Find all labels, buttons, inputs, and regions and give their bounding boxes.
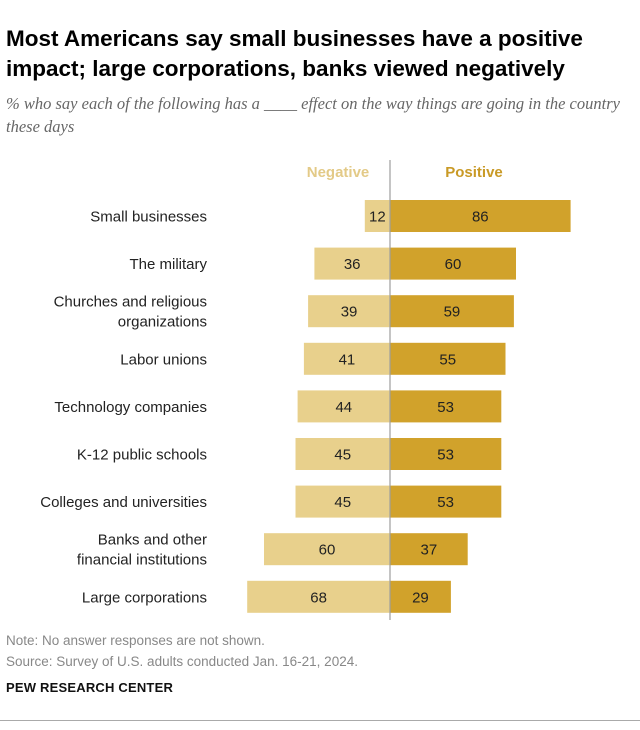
bar-negative [264,533,390,566]
data-label-positive: 59 [444,304,461,321]
bar-positive [390,438,502,470]
bar-positive [390,200,571,232]
bar-positive [390,342,506,375]
data-label-positive: 53 [437,399,454,416]
category-label: Small businesses [90,209,207,226]
data-label-negative: 36 [344,256,361,273]
category-label: Banks and other [98,532,207,549]
bar-negative [303,342,390,375]
data-label-negative: 12 [369,209,386,226]
data-label-positive: 55 [439,351,456,368]
data-label-positive: 53 [437,494,454,511]
data-label-negative: 45 [334,447,351,464]
category-label: Technology companies [54,399,207,416]
bar-negative [314,247,390,280]
category-label: K-12 public schools [77,447,207,464]
data-label-negative: 45 [334,494,351,511]
data-label-positive: 53 [437,447,454,464]
chart-title: Most Americans say small businesses have… [6,26,583,81]
category-label: Churches and religious [54,294,207,311]
data-label-negative: 39 [341,304,358,321]
bar-positive [390,485,502,518]
bar-positive [390,247,516,280]
category-label: The military [129,256,207,273]
data-label-positive: 37 [421,542,438,559]
data-label-positive: 29 [412,589,429,606]
category-label: Labor unions [120,351,207,368]
bar-negative [364,200,390,232]
bar-positive [390,390,502,423]
bar-negative [247,580,390,613]
data-label-negative: 44 [335,399,352,416]
bar-positive [390,533,468,566]
data-label-negative: 68 [310,589,327,606]
bar-positive [390,295,514,328]
legend-positive: Positive [445,164,503,181]
footnote: Note: No answer responses are not shown.… [6,630,358,672]
bottom-divider [0,720,640,721]
bar-negative [295,485,390,518]
source-text: Source: Survey of U.S. adults conducted … [6,654,358,669]
data-label-negative: 60 [319,542,336,559]
brand-logo-text: PEW RESEARCH CENTER [6,680,174,695]
data-label-positive: 60 [445,256,462,273]
bar-negative [297,390,390,423]
data-label-negative: 41 [339,351,356,368]
category-label: Colleges and universities [40,494,207,511]
bar-negative [295,438,390,470]
bar-negative [308,295,390,328]
legend-negative: Negative [307,164,370,181]
note-text: Note: No answer responses are not shown. [6,633,265,648]
category-label: organizations [118,314,207,331]
chart-subtitle: % who say each of the following has a __… [6,94,620,136]
category-label: financial institutions [77,552,207,569]
diverging-bar-chart: Negative Positive 12 86 Small businesses 36 60… [40,160,571,620]
category-label: Large corporations [82,589,207,606]
data-label-positive: 86 [472,209,489,226]
bar-positive [390,580,451,613]
